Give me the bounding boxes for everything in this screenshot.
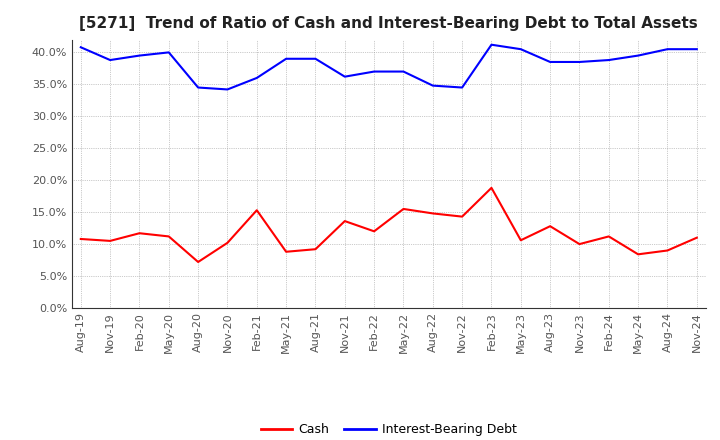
Title: [5271]  Trend of Ratio of Cash and Interest-Bearing Debt to Total Assets: [5271] Trend of Ratio of Cash and Intere…	[79, 16, 698, 32]
Legend: Cash, Interest-Bearing Debt: Cash, Interest-Bearing Debt	[256, 418, 522, 440]
